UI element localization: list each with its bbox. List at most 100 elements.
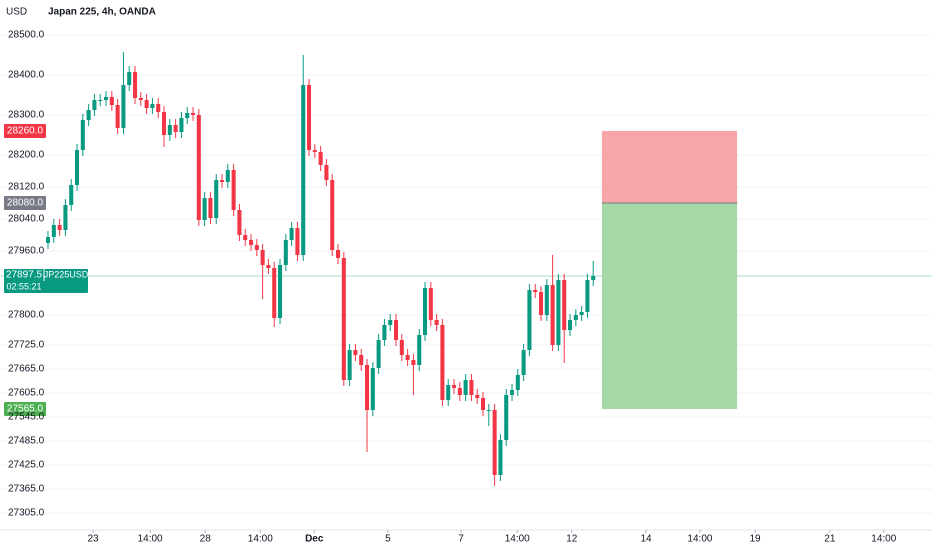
candle-body — [573, 315, 578, 320]
stop-tag — [4, 124, 46, 138]
x-tick-label: 5 — [385, 534, 391, 545]
x-tick-label: 21 — [824, 534, 836, 545]
candle-body — [405, 355, 410, 360]
x-tick-label: 14:00 — [138, 534, 163, 545]
target-tag-label: 27565.0 — [7, 404, 44, 415]
candle-body — [45, 237, 51, 243]
candle-body — [364, 365, 370, 410]
candle-body — [585, 280, 590, 312]
y-tick-label: 28500.0 — [8, 30, 45, 41]
y-tick-label: 28120.0 — [8, 182, 45, 193]
candle-body — [579, 312, 584, 315]
candle-body — [127, 72, 132, 85]
x-tick-label: 14:00 — [871, 534, 896, 545]
grid — [0, 34, 932, 514]
x-tick-label: 12 — [566, 534, 578, 545]
candle-body — [463, 380, 468, 395]
candle-body — [428, 288, 433, 320]
candle-body — [469, 380, 474, 395]
candle-body — [86, 110, 91, 120]
y-tick-label: 27800.0 — [8, 310, 45, 321]
price-tags: 28260.0 28080.0 27565.0 27897.5 JP225USD02:5… — [4, 124, 89, 416]
candle-body — [330, 180, 335, 250]
chart-title: Japan 225, 4h, OANDA — [48, 7, 156, 18]
candle-body — [219, 180, 225, 182]
candle-body — [243, 235, 248, 240]
candle-body — [237, 210, 242, 235]
candle-body — [446, 385, 451, 400]
countdown-label: 02:55:21 — [6, 281, 41, 291]
candle-body — [179, 118, 184, 132]
candle-body — [480, 398, 486, 410]
x-tick-label: 28 — [200, 534, 212, 545]
candle-body — [347, 350, 352, 380]
candle-body — [475, 395, 480, 398]
candle-body — [266, 265, 271, 268]
candle-body — [92, 100, 97, 110]
candle-body — [388, 320, 393, 325]
candle-body — [214, 180, 219, 218]
candle-body — [359, 355, 364, 365]
candle-body — [202, 198, 207, 220]
candle-body — [132, 72, 138, 98]
symbol-label: JP225USD — [44, 269, 89, 279]
candle-body — [301, 85, 306, 255]
candle-body — [121, 85, 126, 128]
target-tag — [4, 402, 46, 416]
candle-body — [498, 440, 503, 475]
candles — [45, 52, 596, 486]
candle-body — [451, 385, 457, 388]
x-tick-label: 14:00 — [687, 534, 712, 545]
y-tick-label: 27425.0 — [8, 460, 45, 471]
candle-body — [556, 280, 561, 345]
candle-body — [417, 335, 422, 365]
candle-body — [161, 112, 167, 135]
candle-body — [312, 150, 317, 152]
entry-tag-label: 28080.0 — [7, 198, 44, 209]
y-tick-label: 27365.0 — [8, 484, 45, 495]
candle-body — [457, 388, 462, 395]
candle-body — [440, 325, 445, 400]
candle-body — [248, 240, 254, 245]
candle-body — [562, 280, 567, 330]
candle-body — [376, 340, 381, 368]
x-tick-label: 7 — [458, 534, 464, 545]
candle-body — [306, 85, 312, 150]
candle-body — [393, 320, 399, 340]
candle-body — [196, 115, 201, 220]
candle-body — [144, 100, 149, 108]
y-tick-label: 27545.0 — [8, 412, 45, 423]
candle-body — [399, 340, 404, 355]
candle-body — [254, 245, 259, 250]
candle-body — [335, 250, 341, 258]
x-tick-label: 14:00 — [505, 534, 530, 545]
candle-body — [370, 368, 375, 410]
candle-body — [74, 150, 80, 185]
target-zone — [601, 203, 738, 409]
candle-body — [382, 325, 387, 340]
x-tick-label: Dec — [305, 534, 324, 545]
candle-body — [138, 98, 143, 100]
candle-body — [185, 113, 190, 118]
candle-body — [69, 185, 74, 205]
candle-body — [272, 268, 277, 318]
candle-body — [283, 240, 288, 265]
stop-zone — [601, 131, 738, 203]
candle-body — [80, 120, 85, 150]
stop-tag-label: 28260.0 — [7, 126, 44, 137]
candle-body — [57, 225, 62, 230]
candle-body — [527, 290, 532, 350]
candle-body — [411, 360, 416, 365]
candle-body — [509, 390, 515, 395]
y-tick-label: 27665.0 — [8, 364, 45, 375]
candle-body — [98, 100, 103, 101]
candle-body — [190, 113, 196, 115]
candle-body — [150, 104, 155, 108]
candle-body — [260, 250, 265, 265]
candle-body — [103, 97, 109, 100]
candle-body — [173, 125, 178, 132]
y-tick-label: 28040.0 — [8, 214, 45, 225]
candle-body — [591, 276, 596, 280]
